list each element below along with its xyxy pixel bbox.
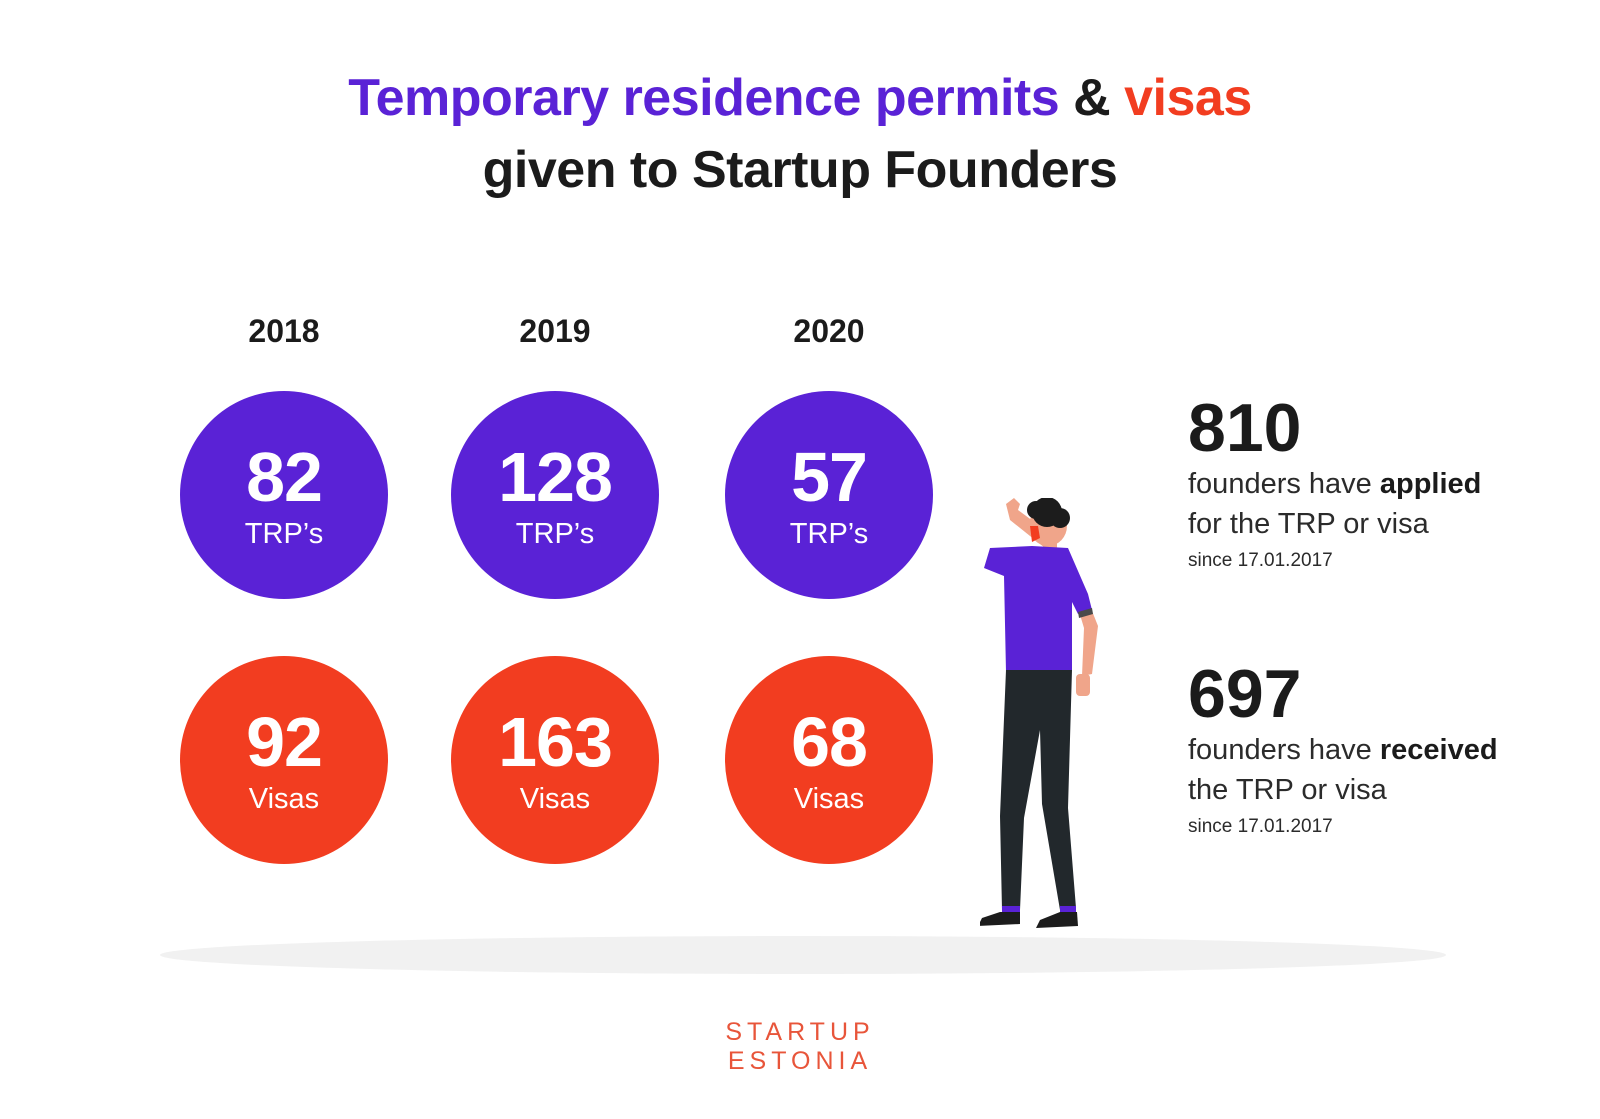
visa-label-2019: Visas xyxy=(519,783,591,815)
visa-value-2020: 68 xyxy=(791,703,868,781)
trp-label-2019: TRP’s xyxy=(515,518,595,550)
title-trp-text: Temporary residence permits xyxy=(348,69,1060,127)
received-description: founders have received xyxy=(1188,730,1518,770)
received-count: 697 xyxy=(1188,656,1302,732)
person-illustration xyxy=(980,498,1098,928)
applied-since: since 17.01.2017 xyxy=(1188,550,1333,571)
trp-label-2018: TRP’s xyxy=(244,518,324,550)
applied-count: 810 xyxy=(1188,390,1302,466)
visa-value-2018: 92 xyxy=(246,703,323,781)
received-since: since 17.01.2017 xyxy=(1188,816,1333,837)
trp-bubble-2018: 82 TRP’s xyxy=(180,391,388,599)
logo-line-1: STARTUP xyxy=(725,1018,875,1046)
received-desc-bold: received xyxy=(1379,734,1498,766)
trp-value-2019: 128 xyxy=(498,438,613,516)
startup-estonia-logo: STARTUP ESTONIA xyxy=(0,1018,1600,1076)
logo-line-2: ESTONIA xyxy=(727,1047,873,1075)
trp-value-2020: 57 xyxy=(791,438,868,516)
title-line-1: Temporary residence permits & visas xyxy=(0,62,1600,134)
received-desc-text: founders have xyxy=(1188,734,1380,766)
person-mask xyxy=(1030,526,1040,542)
visa-label-2018: Visas xyxy=(248,783,320,815)
year-label-2018: 2018 xyxy=(248,313,320,349)
applied-description: founders have applied xyxy=(1188,464,1518,504)
applied-desc-text: founders have xyxy=(1188,468,1380,500)
trp-bubble-2019: 128 TRP’s xyxy=(451,391,659,599)
person-left-shoe xyxy=(980,912,1020,926)
title-visas-text: visas xyxy=(1124,69,1252,127)
chart-title: Temporary residence permits & visas give… xyxy=(0,62,1600,206)
visa-bubble-2020: 68 Visas xyxy=(725,656,933,864)
person-shirt xyxy=(984,546,1092,672)
applied-desc-bold: applied xyxy=(1379,468,1482,500)
title-ampersand: & xyxy=(1073,69,1111,127)
visa-bubble-2019: 163 Visas xyxy=(451,656,659,864)
trp-label-2020: TRP’s xyxy=(789,518,869,550)
trp-value-2018: 82 xyxy=(246,438,323,516)
year-label-2020: 2020 xyxy=(793,313,865,349)
title-line-2: given to Startup Founders xyxy=(482,141,1118,199)
person-hand xyxy=(1076,674,1090,696)
applied-stat: 810 founders have applied for the TRP or… xyxy=(1188,392,1518,576)
ground-shadow xyxy=(160,936,1446,974)
received-desc-line2: the TRP or visa xyxy=(1188,774,1387,806)
visa-bubble-2018: 92 Visas xyxy=(180,656,388,864)
person-trousers xyxy=(1000,670,1076,910)
person-right-shoe xyxy=(1036,912,1078,928)
year-label-2019: 2019 xyxy=(519,313,591,349)
applied-desc-line2: for the TRP or visa xyxy=(1188,508,1429,540)
received-stat: 697 founders have received the TRP or vi… xyxy=(1188,658,1518,842)
visa-value-2019: 163 xyxy=(498,703,613,781)
trp-bubble-2020: 57 TRP’s xyxy=(725,391,933,599)
visa-label-2020: Visas xyxy=(793,783,865,815)
